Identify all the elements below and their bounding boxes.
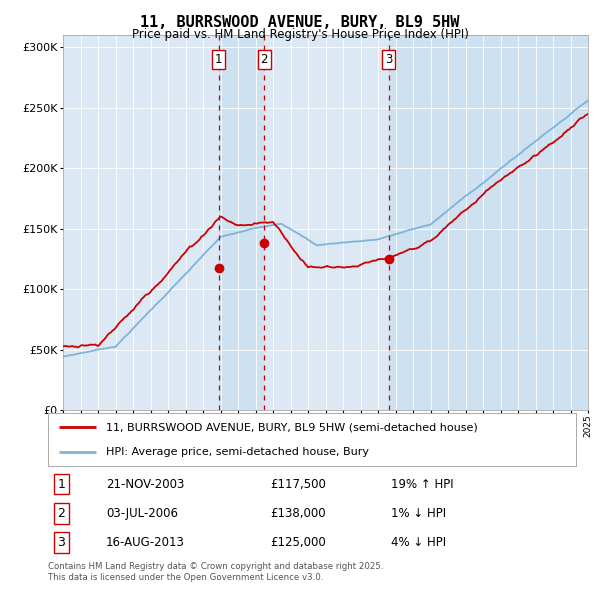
Text: 21-NOV-2003: 21-NOV-2003: [106, 477, 184, 491]
Text: £138,000: £138,000: [270, 507, 325, 520]
Text: £117,500: £117,500: [270, 477, 326, 491]
Text: 1% ↓ HPI: 1% ↓ HPI: [391, 507, 446, 520]
Text: 3: 3: [385, 53, 392, 66]
Text: Price paid vs. HM Land Registry's House Price Index (HPI): Price paid vs. HM Land Registry's House …: [131, 28, 469, 41]
Text: Contains HM Land Registry data © Crown copyright and database right 2025.
This d: Contains HM Land Registry data © Crown c…: [48, 562, 383, 582]
Text: 11, BURRSWOOD AVENUE, BURY, BL9 5HW (semi-detached house): 11, BURRSWOOD AVENUE, BURY, BL9 5HW (sem…: [106, 422, 478, 432]
Bar: [389, 35, 588, 410]
Text: HPI: Average price, semi-detached house, Bury: HPI: Average price, semi-detached house,…: [106, 447, 369, 457]
Text: 19% ↑ HPI: 19% ↑ HPI: [391, 477, 454, 491]
Text: 1: 1: [57, 477, 65, 491]
Text: 3: 3: [57, 536, 65, 549]
Text: 2: 2: [260, 53, 268, 66]
Text: 16-AUG-2013: 16-AUG-2013: [106, 536, 185, 549]
Text: 2: 2: [57, 507, 65, 520]
Text: 1: 1: [215, 53, 223, 66]
Text: £125,000: £125,000: [270, 536, 326, 549]
Text: 03-JUL-2006: 03-JUL-2006: [106, 507, 178, 520]
Bar: [219, 35, 264, 410]
Text: 11, BURRSWOOD AVENUE, BURY, BL9 5HW: 11, BURRSWOOD AVENUE, BURY, BL9 5HW: [140, 15, 460, 30]
Text: 4% ↓ HPI: 4% ↓ HPI: [391, 536, 446, 549]
